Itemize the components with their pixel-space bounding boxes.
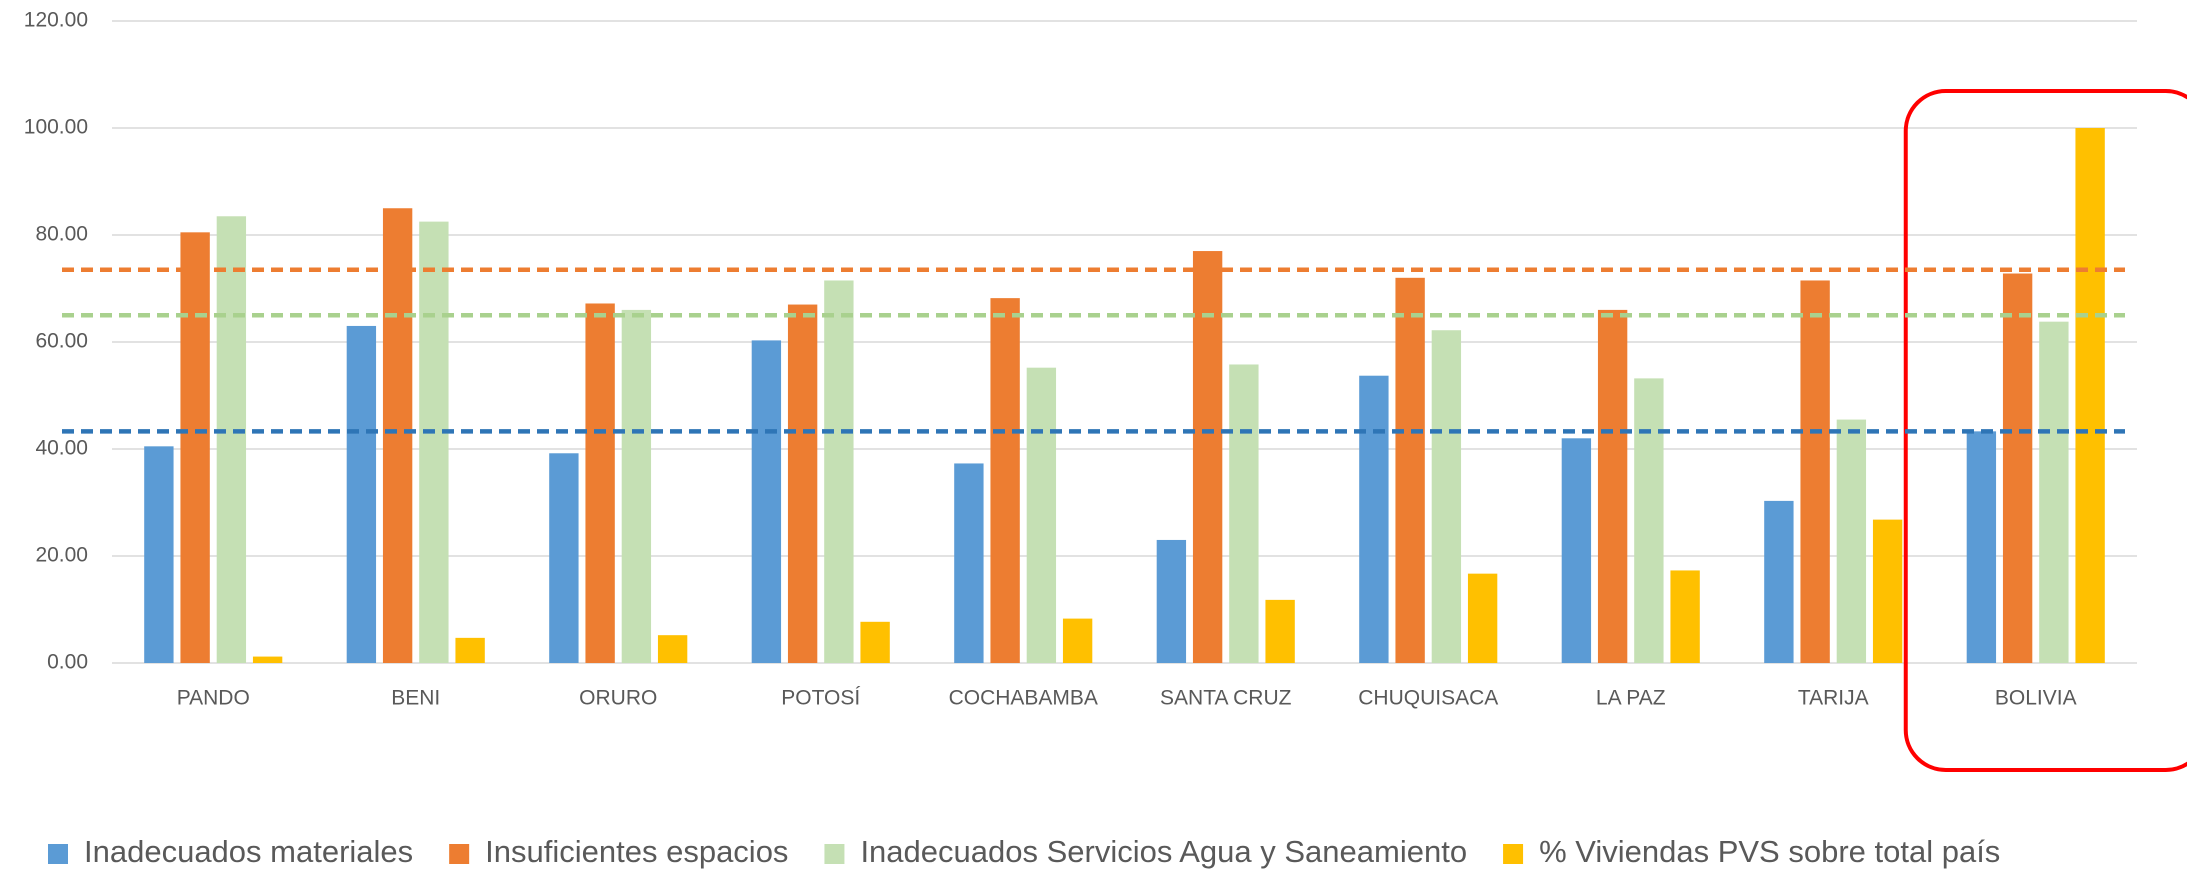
legend-label: Insuficientes espacios — [485, 834, 788, 869]
y-tick-label: 0.00 — [47, 651, 88, 674]
bar — [1156, 539, 1187, 663]
x-tick-label: PANDO — [177, 687, 250, 710]
legend-label: Inadecuados materiales — [84, 834, 413, 869]
bar — [1872, 519, 1903, 663]
x-tick-label: BENI — [391, 687, 440, 710]
bar — [180, 232, 210, 663]
legend-swatch — [48, 844, 68, 864]
x-tick-label: POTOSÍ — [781, 687, 860, 710]
bar — [1966, 431, 1997, 663]
bar — [144, 446, 174, 663]
bar — [1192, 251, 1223, 664]
bar — [1467, 573, 1498, 663]
bar — [1597, 309, 1628, 663]
bar — [2075, 128, 2105, 663]
y-tick-label: 100.00 — [24, 116, 88, 139]
bar — [990, 298, 1020, 663]
bar — [346, 325, 377, 663]
bar — [860, 621, 890, 663]
legend-label: Inadecuados Servicios Agua y Saneamiento — [860, 834, 1467, 869]
bar — [1062, 618, 1093, 663]
bar — [1359, 375, 1389, 663]
bar — [1026, 367, 1057, 663]
bar — [1561, 438, 1592, 663]
y-tick-label: 80.00 — [35, 223, 88, 246]
bar — [455, 637, 485, 663]
bar — [1395, 277, 1425, 663]
bar — [2039, 321, 2069, 663]
bar — [2002, 273, 2033, 663]
bar — [382, 208, 413, 663]
bar — [252, 656, 283, 663]
bar — [1764, 500, 1794, 663]
bar — [549, 453, 579, 663]
legend-label: % Viviendas PVS sobre total país — [1539, 834, 2000, 869]
bar — [1265, 599, 1295, 663]
legend-swatch — [824, 844, 845, 864]
x-tick-label: CHUQUISACA — [1358, 687, 1498, 710]
bar — [1670, 570, 1700, 663]
bar — [216, 216, 247, 663]
x-tick-label: SANTA CRUZ — [1160, 687, 1292, 710]
bar — [585, 303, 615, 663]
bar — [657, 635, 688, 663]
y-tick-label: 120.00 — [24, 9, 88, 32]
bar — [1229, 364, 1259, 663]
bar — [419, 221, 449, 663]
bar — [751, 340, 782, 663]
x-tick-label: LA PAZ — [1596, 687, 1666, 710]
bar — [824, 280, 854, 663]
bar — [787, 304, 818, 663]
legend-swatch — [449, 844, 470, 864]
y-tick-label: 60.00 — [35, 330, 88, 353]
bar — [1634, 378, 1664, 663]
bar — [1431, 330, 1462, 663]
x-tick-label: COCHABAMBA — [949, 687, 1098, 710]
bar — [1836, 419, 1867, 663]
bar — [621, 309, 652, 663]
bar — [1800, 280, 1830, 663]
y-tick-label: 20.00 — [35, 544, 88, 567]
x-tick-label: BOLIVIA — [1995, 687, 2077, 710]
bar — [954, 463, 984, 663]
x-tick-label: ORURO — [579, 687, 657, 710]
x-tick-label: TARIJA — [1798, 687, 1869, 710]
legend-swatch — [1503, 844, 1524, 864]
y-tick-label: 40.00 — [35, 437, 88, 460]
